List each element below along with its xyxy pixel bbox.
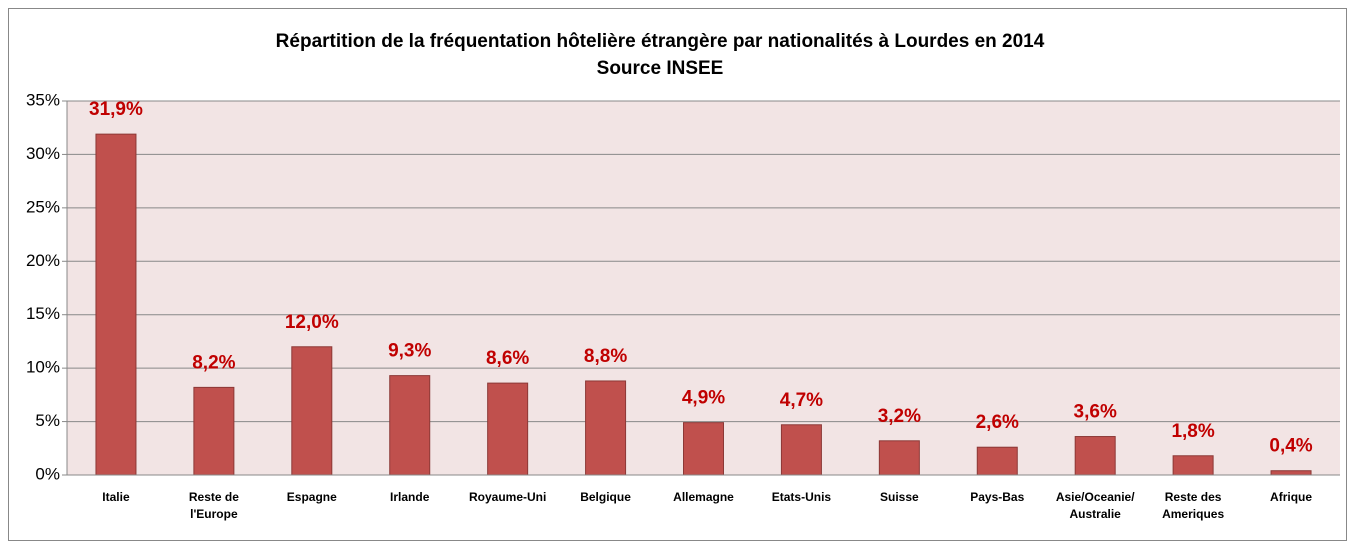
x-tick-label: Irlande: [390, 490, 430, 504]
y-tick-label: 30%: [26, 144, 60, 163]
x-tick-label: Etats-Unis: [771, 490, 832, 504]
x-tick-label: Asie/Oceanie/ Australie: [1055, 490, 1135, 521]
x-tick-label: Espagne: [286, 490, 337, 504]
value-label: 4,9%: [682, 388, 725, 409]
y-tick-label: 15%: [26, 304, 60, 323]
bar: [389, 375, 431, 476]
x-tick-label: Pays-Bas: [970, 490, 1025, 504]
value-label: 31,9%: [89, 99, 143, 120]
chart-subtitle: Source INSEE: [597, 58, 724, 79]
bar: [291, 346, 333, 476]
bar: [1074, 436, 1116, 476]
bar: [1172, 455, 1214, 476]
bar: [1270, 470, 1312, 476]
x-tick-label: Allemagne: [673, 490, 734, 504]
y-tick-label: 35%: [26, 90, 60, 109]
value-label: 3,6%: [1074, 402, 1117, 423]
value-label: 9,3%: [388, 341, 431, 362]
value-label: 0,4%: [1269, 436, 1312, 457]
x-tick-label: Afrique: [1270, 490, 1313, 504]
x-tick-label: Belgique: [580, 490, 631, 504]
y-tick-label: 0%: [35, 464, 60, 483]
value-label: 2,6%: [976, 412, 1019, 433]
value-label: 3,2%: [878, 406, 921, 427]
bar: [976, 446, 1018, 476]
x-tick-label: Reste des Ameriques: [1162, 490, 1225, 521]
value-label: 4,7%: [780, 390, 823, 411]
value-label: 8,2%: [192, 352, 235, 373]
bar: [683, 422, 724, 476]
x-tick-label: Suisse: [879, 490, 919, 504]
value-label: 8,6%: [486, 348, 529, 369]
bar: [585, 380, 627, 476]
x-tick-label: Italie: [102, 490, 130, 504]
value-label: 12,0%: [285, 312, 339, 333]
bar: [780, 424, 822, 476]
value-label: 1,8%: [1171, 421, 1214, 442]
y-tick-label: 25%: [26, 197, 60, 216]
chart-title: Répartition de la fréquentation hôtelièr…: [276, 31, 1045, 52]
bar: [95, 133, 137, 476]
y-tick-label: 20%: [26, 251, 60, 270]
y-tick-label: 5%: [35, 411, 60, 430]
x-tick-label: Reste de l'Europe: [188, 490, 239, 521]
plot-area: [67, 101, 1340, 475]
value-label: 8,8%: [584, 346, 627, 367]
bar: [193, 386, 235, 476]
bar: [878, 440, 920, 476]
bar: [487, 382, 529, 476]
y-tick-label: 10%: [26, 358, 60, 377]
x-tick-label: Royaume-Uni: [468, 490, 547, 504]
